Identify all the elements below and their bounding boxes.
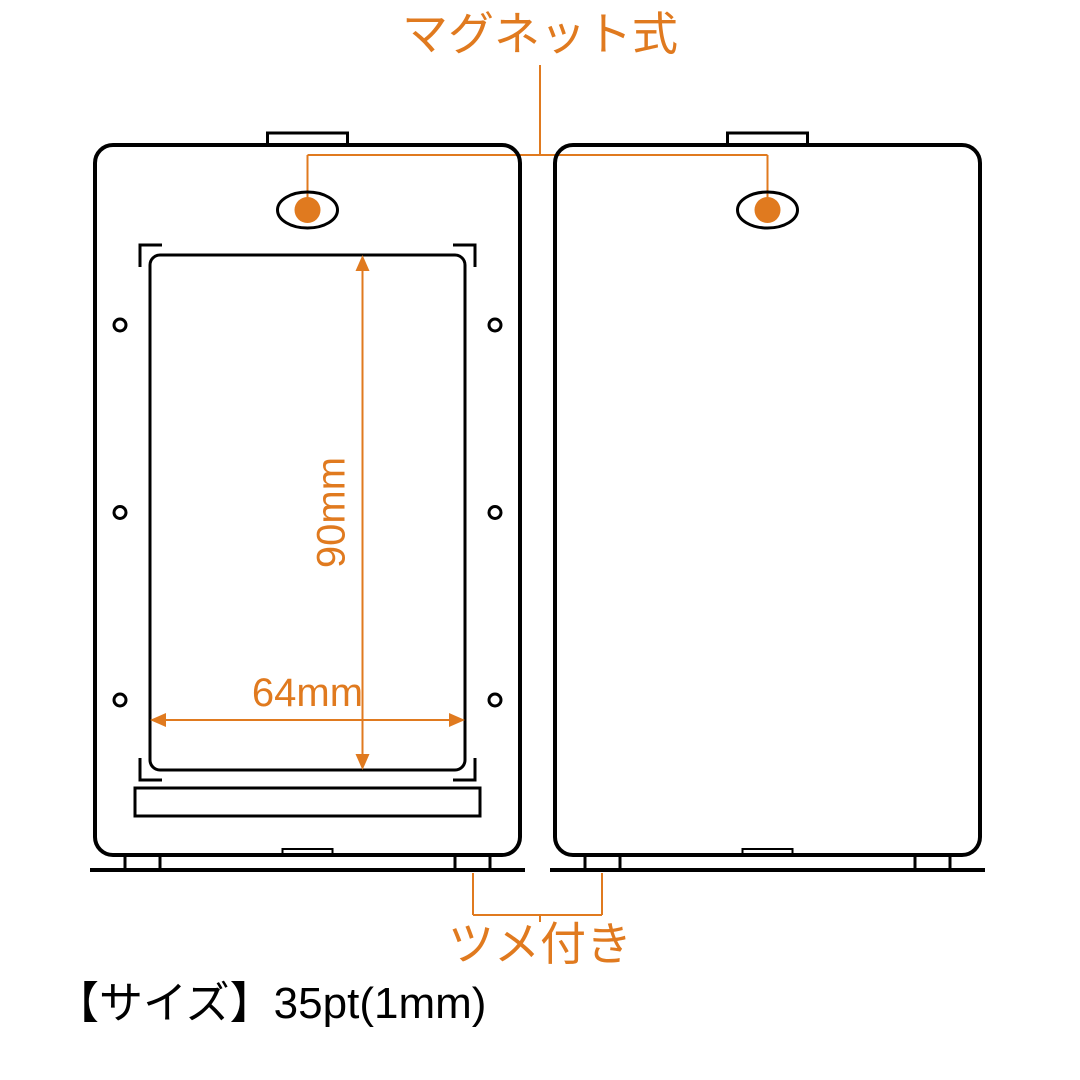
screw-hole xyxy=(489,507,501,519)
diagram-canvas: マグネット式 90mm 64mm ツメ付き【サイズ】35pt(1mm) xyxy=(0,0,1080,1080)
case-outline xyxy=(95,145,520,855)
magnet-label: マグネット式 xyxy=(402,8,678,60)
screw-hole xyxy=(114,694,126,706)
case-outline xyxy=(555,145,980,855)
screw-hole xyxy=(489,319,501,331)
dim-width-label: 64mm xyxy=(252,671,363,715)
screw-hole xyxy=(114,507,126,519)
clip-label: ツメ付き xyxy=(448,918,632,970)
screw-hole xyxy=(114,319,126,331)
size-label: 【サイズ】35pt(1mm) xyxy=(55,979,486,1028)
magnet-dot xyxy=(295,197,321,223)
screw-hole xyxy=(489,694,501,706)
dim-height-label: 90mm xyxy=(310,457,354,568)
magnet-dot xyxy=(755,197,781,223)
